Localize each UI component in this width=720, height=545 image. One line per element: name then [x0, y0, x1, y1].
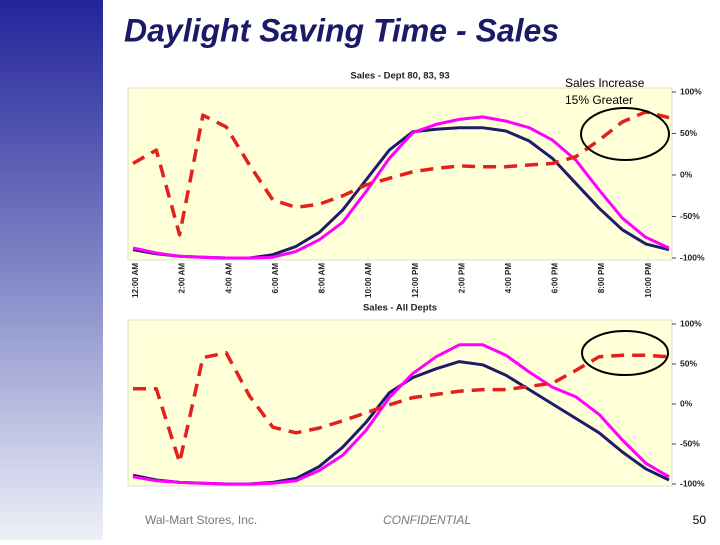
chart-title: Sales - All Depts [363, 303, 437, 314]
y-tick-label: 50% [680, 128, 697, 138]
x-tick-label: 8:00 AM [318, 263, 327, 294]
side-bar [0, 0, 103, 540]
footer-left: Wal-Mart Stores, Inc. [145, 513, 257, 527]
x-tick-group: 2:00 PM [457, 263, 466, 294]
page-number: 50 [693, 513, 707, 527]
slide-title: Daylight Saving Time - Sales [124, 12, 559, 48]
series-line [132, 343, 670, 486]
x-tick-group: 8:00 PM [597, 263, 606, 294]
x-tick-group: 10:00 AM [364, 263, 373, 298]
x-tick-group: 10:00 PM [644, 263, 653, 298]
y-tick-label: -50% [680, 211, 700, 221]
series-line [133, 351, 670, 465]
y-tick-label: 0% [680, 169, 693, 179]
annotation: Sales Increase [565, 76, 645, 90]
x-tick-label: 10:00 AM [364, 263, 373, 298]
series-line [132, 110, 670, 237]
x-tick-group: 12:00 PM [411, 263, 420, 298]
annotation: 15% Greater [565, 93, 633, 107]
x-tick-label: 8:00 PM [597, 263, 606, 294]
highlight-ellipse [580, 107, 670, 161]
y-tick-label: 50% [680, 358, 697, 368]
y-tick-label: 100% [680, 318, 702, 328]
y-tick-label: 0% [680, 398, 693, 408]
x-tick-group: 8:00 AM [318, 263, 327, 294]
y-tick-label: -50% [680, 438, 700, 448]
x-tick-label: 6:00 AM [271, 263, 280, 294]
x-tick-group: 4:00 AM [224, 263, 233, 294]
x-tick-group: 4:00 PM [504, 263, 513, 294]
x-tick-label: 6:00 PM [551, 263, 560, 294]
x-tick-group: 12:00 AM [131, 263, 140, 298]
x-tick-label: 12:00 PM [411, 263, 420, 298]
x-tick-group: 6:00 PM [551, 263, 560, 294]
highlight-ellipse [581, 330, 669, 376]
x-tick-label: 4:00 AM [224, 263, 233, 294]
x-tick-label: 12:00 AM [131, 263, 140, 298]
y-tick-label: -100% [680, 478, 705, 488]
chart-title: Sales - Dept 80, 83, 93 [350, 71, 449, 82]
y-tick-label: -100% [680, 252, 705, 262]
series-line [132, 115, 670, 260]
x-tick-label: 4:00 PM [504, 263, 513, 294]
x-tick-label: 2:00 PM [457, 263, 466, 294]
footer-center: CONFIDENTIAL [383, 513, 471, 527]
x-tick-group: 6:00 AM [271, 263, 280, 294]
x-tick-group: 2:00 AM [178, 263, 187, 294]
x-tick-label: 10:00 PM [644, 263, 653, 298]
x-tick-label: 2:00 AM [178, 263, 187, 294]
y-tick-label: 100% [680, 86, 702, 96]
